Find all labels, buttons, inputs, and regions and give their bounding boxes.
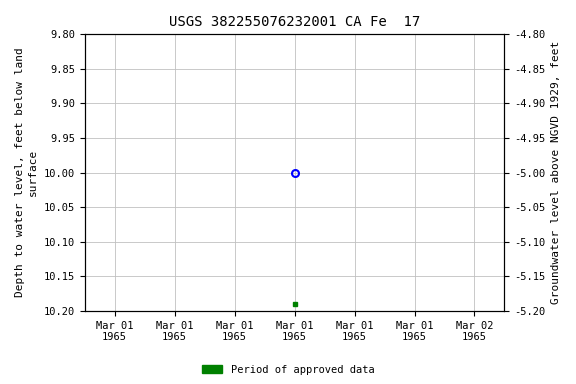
Y-axis label: Depth to water level, feet below land
surface: Depth to water level, feet below land su… [15,48,38,298]
Y-axis label: Groundwater level above NGVD 1929, feet: Groundwater level above NGVD 1929, feet [551,41,561,304]
Title: USGS 382255076232001 CA Fe  17: USGS 382255076232001 CA Fe 17 [169,15,420,29]
Legend: Period of approved data: Period of approved data [198,361,378,379]
